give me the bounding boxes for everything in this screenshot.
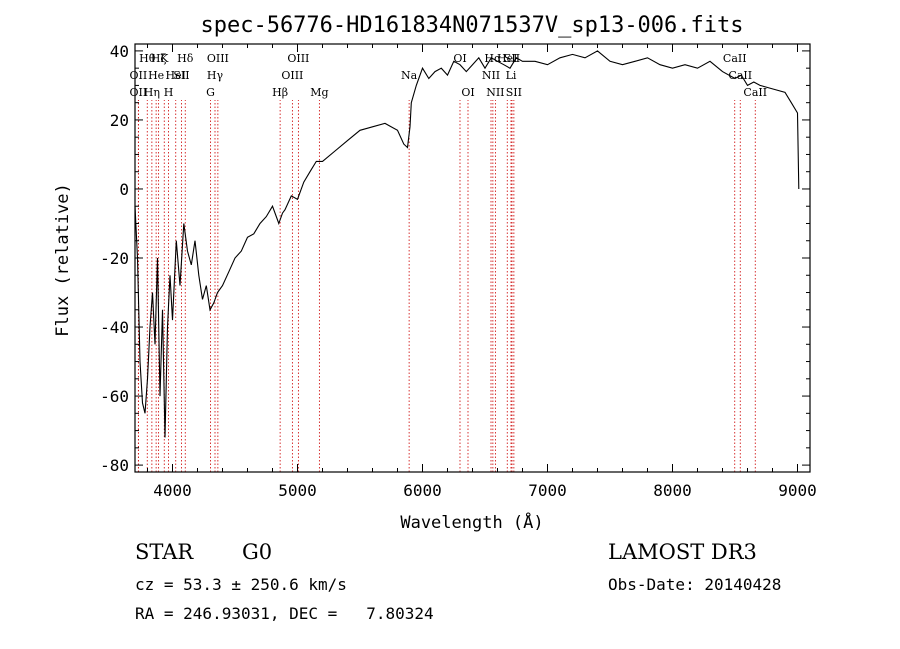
line-marker-label: Hη [144,86,160,99]
y-tick-label: 40 [110,42,129,61]
line-marker-labels: OIIOIIHθHηHeHζKHHeISIIHδGHγOIIIHβOIIIOII… [130,52,768,99]
line-marker-label: SII [504,52,520,65]
x-tick-label: 5000 [278,481,317,500]
line-marker-label: NII [482,69,500,82]
redshift-value: cz = 53.3 ± 250.6 km/s [135,575,347,594]
observation-date: Obs-Date: 20140428 [608,575,782,594]
line-marker-label: OIII [207,52,229,65]
x-tick-label: 4000 [153,481,192,500]
x-axis-label: Wavelength (Å) [400,511,543,533]
line-marker-label: Hθ [139,52,156,65]
y-tick-label: 20 [110,111,129,130]
line-marker-label: Na [401,69,418,82]
line-marker-label: HeI [497,52,517,65]
y-axis-ticks: -80 -60 -40 -20 0 20 40 [100,42,810,475]
line-marker-label: He [148,69,164,82]
survey-name: LAMOST DR3 [608,540,757,564]
y-axis-label: Flux (relative) [53,183,73,337]
line-marker-label: NII [486,86,504,99]
x-tick-label: 8000 [653,481,692,500]
line-marker-label: CaII [743,86,767,99]
y-tick-label: -40 [100,318,129,337]
line-marker-label: Mg [310,86,328,99]
object-class: STAR [135,540,194,564]
y-tick-label: -20 [100,249,129,268]
y-tick-label: -60 [100,387,129,406]
line-marker-label: Hζ [151,52,167,65]
line-marker-label: Li [506,69,517,82]
line-marker-label: H [164,86,174,99]
line-marker-label: OI [453,52,466,65]
line-marker-label: Hδ [177,52,194,65]
line-marker-label: Hγ [207,69,224,82]
x-axis-ticks: 4000 5000 6000 7000 8000 9000 [147,44,817,500]
line-marker-label: OIII [281,69,303,82]
spectrum-line [134,50,800,438]
line-markers [137,100,756,472]
x-tick-label: 7000 [528,481,567,500]
x-tick-label: 6000 [403,481,442,500]
line-marker-label: HeI [166,69,186,82]
chart-title: spec-56776-HD161834N071537V_sp13-006.fit… [200,13,743,38]
plot-frame [134,43,811,473]
x-tick-label: 9000 [778,481,817,500]
line-marker-label: OII [130,69,148,82]
line-marker-label: SII [506,86,522,99]
spectral-subclass: G0 [242,540,273,564]
coordinates: RA = 246.93031, DEC = 7.80324 [135,604,434,623]
line-marker-label: OII [130,86,148,99]
y-tick-label: -80 [100,456,129,475]
line-marker-label: Hβ [272,86,288,99]
line-marker-label: SII [173,69,189,82]
y-tick-label: 0 [119,180,129,199]
line-marker-label: OI [461,86,474,99]
line-marker-label: G [206,86,215,99]
line-marker-label: OIII [287,52,309,65]
line-marker-label: K [160,52,169,65]
line-marker-label: CaII [723,52,747,65]
